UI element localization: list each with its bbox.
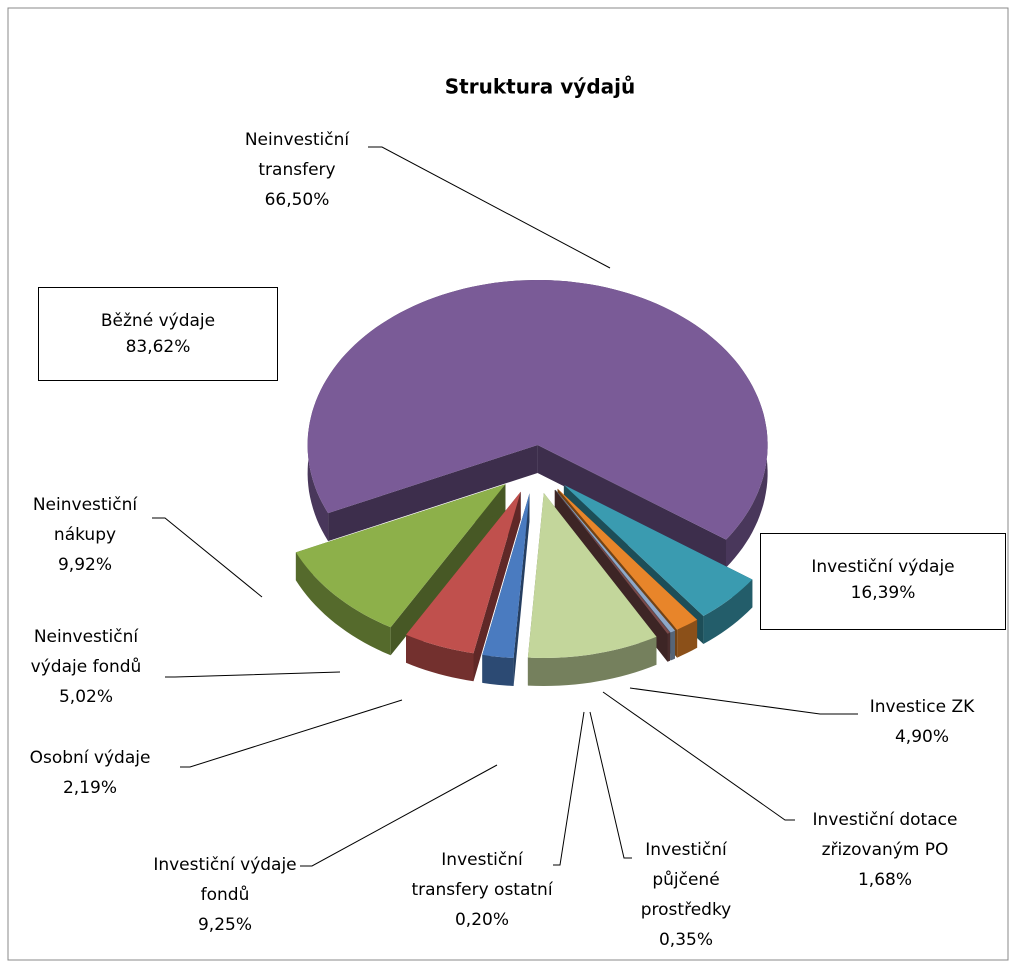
chart-frame xyxy=(7,7,1009,961)
slice-side xyxy=(513,493,530,686)
data-label: Neinvestiční nákupy 9,92% xyxy=(10,490,160,580)
value-label: 4,90% xyxy=(894,727,949,747)
category-label: Neinvestiční nákupy xyxy=(32,495,138,545)
slice xyxy=(554,489,670,634)
slice xyxy=(295,484,506,628)
value-label: 66,50% xyxy=(264,190,330,210)
slice-side xyxy=(473,491,521,682)
leader-line xyxy=(165,671,341,678)
leader-line xyxy=(553,711,585,866)
data-label: Investiční půjčené prostředky 0,35% xyxy=(631,835,741,955)
data-label: Osobní výdaje 2,19% xyxy=(0,743,180,803)
slice-side xyxy=(390,484,506,656)
category-label: Neinvestiční transfery xyxy=(244,130,350,180)
leader-line xyxy=(300,764,498,867)
group-box: Investiční výdaje 16,39% xyxy=(760,533,1006,630)
value-label: 1,68% xyxy=(857,870,912,890)
slice xyxy=(557,488,698,630)
slice-side xyxy=(406,634,474,682)
category-label: Investiční transfery ostatní xyxy=(411,850,553,900)
chart-title: Struktura výdajů xyxy=(445,75,635,99)
group-value: 83,62% xyxy=(125,337,191,357)
data-label: Investiční transfery ostatní 0,20% xyxy=(407,845,557,935)
value-label: 0,35% xyxy=(658,930,713,950)
slice xyxy=(406,491,521,654)
slice xyxy=(527,493,657,658)
value-label: 2,19% xyxy=(62,778,117,798)
data-label: Neinvestiční transfery 66,50% xyxy=(222,125,372,215)
leader-line xyxy=(152,517,263,598)
leader-line xyxy=(368,146,611,269)
slice-side xyxy=(527,636,657,686)
leader-line xyxy=(180,699,403,768)
value-label: 5,02% xyxy=(58,687,113,707)
group-value: 16,39% xyxy=(850,583,916,603)
slice-side xyxy=(677,619,698,658)
data-label: Investiční dotace zřizovaným PO 1,68% xyxy=(790,805,980,895)
group-name: Běžné výdaje xyxy=(100,311,216,331)
category-label: Investiční výdaje fondů xyxy=(153,855,297,905)
category-label: Investice ZK xyxy=(869,697,975,717)
leader-line xyxy=(602,691,795,821)
slice xyxy=(555,489,675,633)
leader-line xyxy=(589,711,632,859)
value-label: 9,92% xyxy=(57,555,112,575)
group-name: Investiční výdaje xyxy=(811,557,955,577)
slice-side xyxy=(667,632,670,662)
category-label: Investiční půjčené prostředky xyxy=(640,840,732,920)
slice-side xyxy=(703,579,753,644)
data-label: Investice ZK 4,90% xyxy=(852,692,992,752)
slice xyxy=(307,280,768,540)
slice-side xyxy=(670,630,675,661)
value-label: 9,25% xyxy=(197,915,252,935)
slice xyxy=(563,484,753,616)
slice-side xyxy=(328,445,538,542)
value-label: 0,20% xyxy=(454,910,509,930)
slice xyxy=(482,493,530,658)
category-label: Neinvestiční výdaje fondů xyxy=(30,627,142,677)
category-label: Osobní výdaje xyxy=(29,748,151,768)
data-label: Investiční výdaje fondů 9,25% xyxy=(140,850,310,940)
slice-side xyxy=(295,552,391,656)
category-label: Investiční dotace zřizovaným PO xyxy=(812,810,958,860)
leader-line xyxy=(629,687,858,715)
slice-side xyxy=(537,445,726,568)
data-label: Neinvestiční výdaje fondů 5,02% xyxy=(6,622,166,712)
group-box: Běžné výdaje 83,62% xyxy=(38,287,278,381)
slice-side xyxy=(482,654,514,686)
